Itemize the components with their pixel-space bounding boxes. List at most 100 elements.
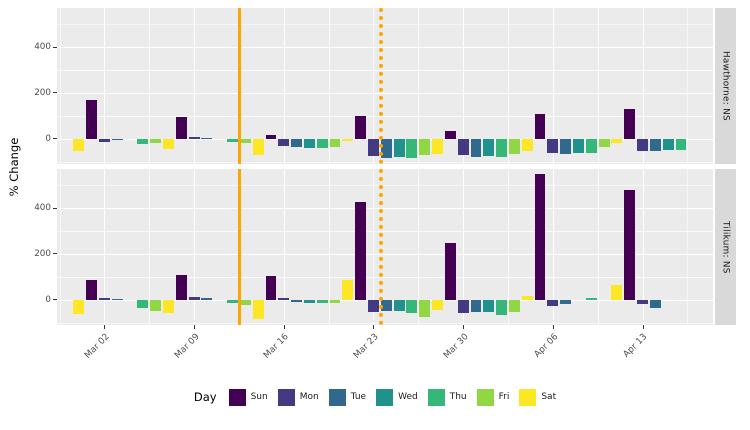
event-line-dotted (379, 169, 384, 325)
bar-thu-d19 (316, 138, 328, 148)
bar-mon-d44 (637, 138, 648, 152)
x-tick-label-text: Mar 02 (82, 332, 112, 361)
legend-items: Sun Mon Tue Wed Thu Fri Sat (228, 388, 557, 406)
bar-thu-d40 (585, 298, 597, 300)
bar-sun-d43 (624, 108, 636, 139)
bar-thu-d40 (585, 138, 597, 153)
gridline-x-minor (597, 169, 599, 325)
gridline-x-major (373, 8, 375, 164)
legend-swatch-mon (277, 388, 295, 406)
gridline-x-major (552, 169, 554, 325)
gridline-y-major (57, 92, 713, 94)
bar-mon-d9 (188, 297, 200, 300)
bar-sun-d36 (534, 113, 546, 139)
x-tick-mark (552, 325, 554, 329)
x-tick-mark (642, 325, 644, 329)
bar-sat-d42 (611, 284, 623, 300)
bar-mon-d16 (278, 138, 290, 146)
bar-tue-d3 (111, 298, 123, 300)
y-tick-mark (53, 253, 57, 255)
gridline-x-minor (687, 169, 689, 325)
legend-swatch-sat (519, 388, 537, 406)
bar-sun-d15 (265, 135, 277, 139)
x-tick-mark (463, 325, 465, 329)
bar-thu-d33 (496, 138, 508, 157)
bar-sun-d1 (86, 280, 98, 300)
bar-sun-d29 (444, 130, 456, 139)
gridline-y-minor (57, 24, 713, 26)
bar-tue-d24 (380, 138, 392, 159)
bar-sat-d35 (521, 296, 533, 300)
panel-tilikum-ns (57, 169, 713, 325)
gridline-x-minor (418, 169, 420, 325)
x-tick-label-text: Apr 13 (621, 332, 650, 360)
bar-tue-d31 (470, 299, 482, 312)
bar-thu-d47 (675, 138, 687, 151)
bar-mon-d30 (457, 138, 469, 156)
bar-mon-d16 (278, 297, 290, 300)
bar-tue-d24 (380, 299, 392, 312)
bar-sun-d29 (444, 242, 456, 300)
bar-fri-d34 (508, 299, 520, 312)
legend-swatch-tue (328, 388, 346, 406)
legend-swatch-fri (476, 388, 494, 406)
gridline-x-major (283, 8, 285, 164)
legend-label: Sun (250, 392, 268, 402)
y-axis-title: % Change (7, 137, 21, 197)
bar-sat-d7 (163, 138, 174, 150)
event-line-dotted (379, 8, 384, 164)
bar-mon-d30 (457, 299, 469, 314)
bar-fri-d41 (598, 138, 610, 148)
x-tick-mark (373, 325, 375, 329)
x-tick-label-text: Apr 06 (532, 332, 560, 360)
bar-fri-d6 (150, 138, 162, 143)
gridline-y-major (57, 253, 713, 255)
gridline-x-minor (149, 169, 151, 325)
bar-mon-d9 (188, 137, 200, 139)
bar-tue-d10 (201, 297, 213, 300)
gridline-x-major (104, 8, 106, 164)
bar-fri-d27 (419, 138, 431, 156)
bar-thu-d19 (316, 299, 328, 304)
bar-sun-d22 (355, 202, 367, 300)
y-tick-mark (53, 299, 57, 301)
gridline-x-major (373, 169, 375, 325)
x-tick-mark (283, 325, 285, 329)
bar-sun-d36 (534, 173, 546, 300)
y-tick-label: 200 (34, 87, 51, 98)
gridline-y-minor (57, 185, 713, 187)
gridline-y-minor (57, 276, 713, 278)
bar-mon-d44 (637, 299, 648, 304)
bar-wed-d25 (393, 299, 405, 311)
bar-sat-d28 (432, 299, 443, 311)
legend-swatch-thu (427, 388, 445, 406)
bar-wed-d18 (303, 299, 315, 303)
legend-item-fri: Fri (476, 388, 509, 406)
legend-item-sat: Sat (519, 388, 557, 406)
gridline-x-minor (59, 8, 61, 164)
bar-tue-d38 (560, 299, 572, 304)
legend-label: Sat (541, 392, 557, 402)
y-tick-mark (53, 46, 57, 48)
bar-wed-d32 (483, 138, 495, 156)
bar-wed-d25 (393, 138, 405, 158)
bar-mon-d37 (547, 299, 559, 307)
bar-mon-d23 (368, 138, 379, 156)
bar-thu-d5 (137, 138, 149, 144)
legend-label: Tue (350, 392, 367, 402)
x-tick-label-text: Mar 23 (351, 332, 381, 361)
event-line-solid (238, 169, 242, 325)
bar-fri-d20 (329, 299, 341, 304)
facet-strip-label: Hawthorne: NS (720, 51, 731, 121)
bar-sat-d0 (73, 138, 85, 152)
y-tick-label: 0 (45, 133, 51, 144)
y-tick-mark (53, 92, 57, 94)
gridline-x-major (552, 8, 554, 164)
bar-tue-d38 (560, 138, 572, 154)
bar-wed-d32 (483, 299, 495, 313)
gridline-x-minor (687, 8, 689, 164)
bar-sat-d0 (73, 299, 85, 314)
bar-wed-d18 (303, 138, 315, 149)
legend-swatch-sun (228, 388, 246, 406)
bar-sun-d8 (175, 116, 187, 139)
